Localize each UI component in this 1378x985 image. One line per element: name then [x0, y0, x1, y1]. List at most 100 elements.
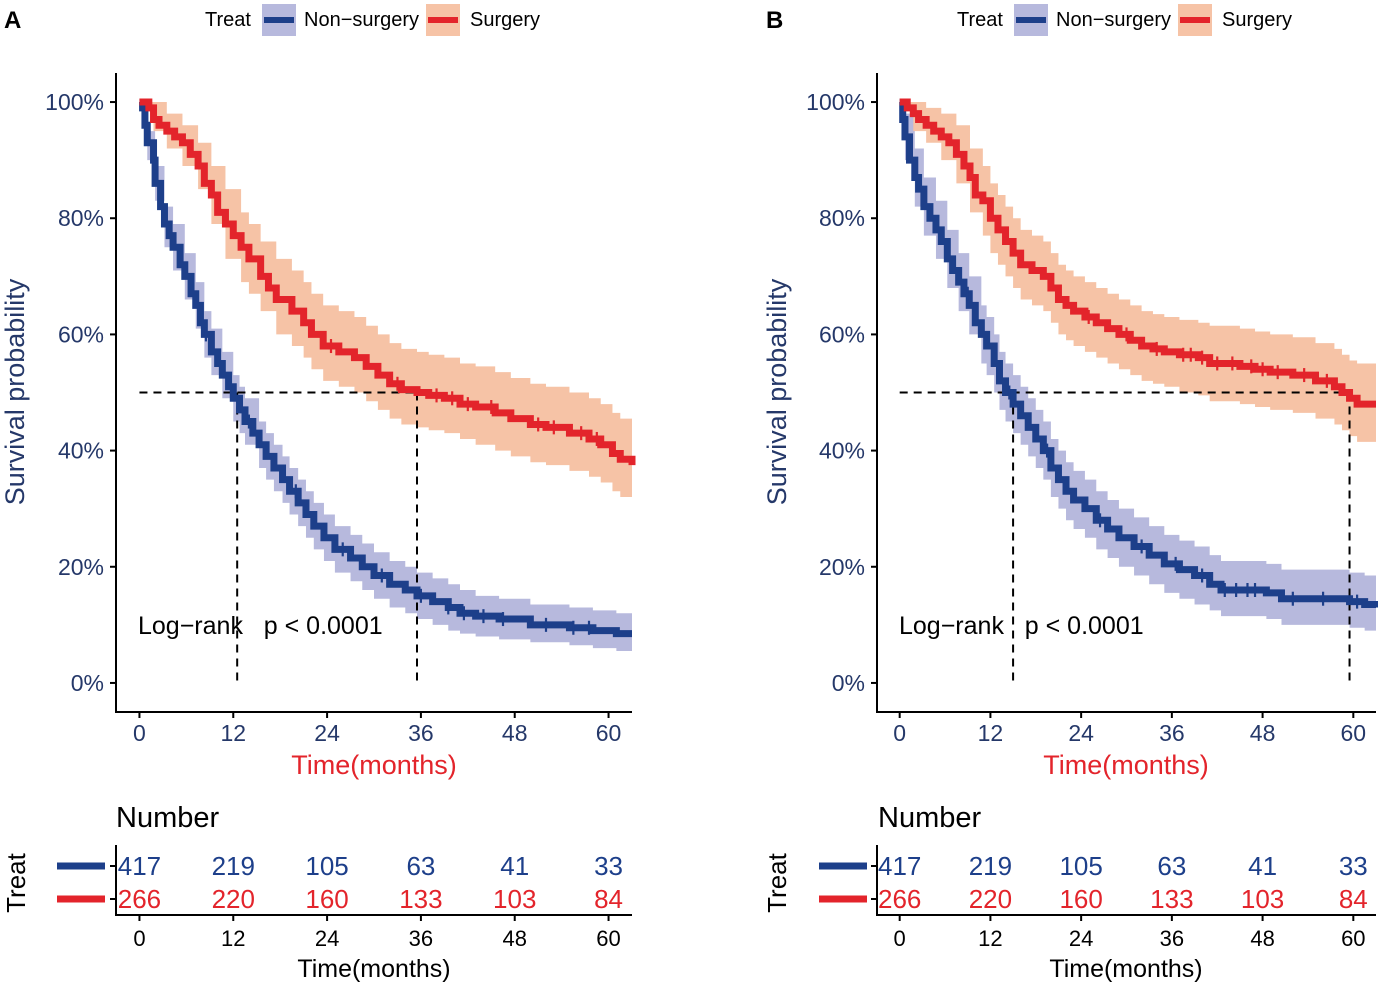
risk-count-nonsurgery: 41 [500, 851, 529, 881]
ci-band-nonsurgery [899, 102, 1376, 634]
y-tick-label: 40% [819, 438, 865, 464]
risk-count-surgery: 220 [969, 884, 1012, 914]
x-tick-label: 12 [978, 720, 1004, 746]
risk-count-surgery: 266 [878, 884, 921, 914]
risk-x-tick-label: 24 [315, 926, 339, 951]
legend-title: Treat [957, 9, 1003, 31]
legend-entry-surgery: Surgery [1222, 9, 1292, 31]
x-tick-label: 36 [408, 720, 434, 746]
risk-count-nonsurgery: 41 [1248, 851, 1277, 881]
panel-b: B Treat Non−surgery Surgery Survival pro… [762, 4, 1378, 983]
ci-band-nonsurgery [139, 102, 632, 654]
x-tick-label: 0 [133, 720, 146, 746]
legend-entry-surgery: Surgery [470, 9, 540, 31]
x-axis-title: Time(months) [291, 750, 457, 780]
y-tick-label: 40% [58, 438, 104, 464]
risk-count-surgery: 220 [212, 884, 255, 914]
survival-plot: 0% 20% 40% 60% 80% 100% 0 12 24 36 48 60 [806, 73, 1378, 746]
risk-x-tick-label: 0 [133, 926, 145, 951]
risk-table-ylabel: Treat [1, 852, 31, 912]
risk-table-numbers: 417 219 105 63 41 33 266 220 160 133 103 84 [118, 851, 623, 914]
panel-a: A Treat Non−surgery Surgery Survival pro… [0, 4, 636, 983]
risk-x-tick-label: 60 [1341, 926, 1365, 951]
risk-x-tick-label: 12 [978, 926, 1002, 951]
x-tick-label: 48 [502, 720, 528, 746]
legend-entry-nonsurgery: Non−surgery [304, 9, 419, 31]
risk-count-nonsurgery: 105 [1059, 851, 1102, 881]
panel-label: A [4, 7, 21, 34]
risk-count-surgery: 103 [1241, 884, 1284, 914]
survival-plot: 0% 20% 40% 60% 80% 100% 0 12 24 36 48 60 [45, 73, 636, 746]
risk-count-surgery: 133 [399, 884, 442, 914]
y-tick-label: 100% [45, 89, 104, 115]
ci-band-surgery [899, 102, 1376, 445]
risk-table-xlabel: Time(months) [297, 955, 450, 983]
risk-count-surgery: 160 [1059, 884, 1102, 914]
risk-table-numbers: 417 219 105 63 41 33 266 220 160 133 103 84 [878, 851, 1368, 914]
risk-table: Number Treat 0 12 24 36 48 60 417 219 105 63 41 33… [762, 802, 1376, 983]
x-tick-label: 36 [1159, 720, 1185, 746]
risk-count-nonsurgery: 219 [212, 851, 255, 881]
survival-curve-surgery [139, 98, 636, 466]
legend: Treat Non−surgery Surgery [957, 4, 1292, 36]
y-tick-label: 0% [832, 670, 865, 696]
legend: Treat Non−surgery Surgery [205, 4, 540, 36]
x-tick-label: 60 [596, 720, 622, 746]
risk-count-nonsurgery: 105 [305, 851, 348, 881]
x-tick-label: 0 [893, 720, 906, 746]
y-tick-label: 100% [806, 89, 865, 115]
y-tick-label: 60% [819, 321, 865, 347]
risk-x-tick-label: 36 [1160, 926, 1184, 951]
y-axis-title: Survival probability [0, 278, 30, 505]
risk-x-tick-label: 48 [502, 926, 526, 951]
logrank-annotation: Log−rank p < 0.0001 [899, 612, 1144, 640]
risk-table-axis: 0 12 24 36 48 60 [871, 845, 1376, 951]
y-tick-label: 20% [58, 554, 104, 580]
ci-band-surgery [139, 102, 632, 506]
risk-table-ylabel: Treat [762, 852, 792, 912]
y-tick-label: 60% [58, 321, 104, 347]
risk-count-nonsurgery: 417 [118, 851, 161, 881]
x-tick-label: 60 [1341, 720, 1367, 746]
x-axis-title: Time(months) [1043, 750, 1209, 780]
risk-count-surgery: 266 [118, 884, 161, 914]
x-tick-label: 24 [1068, 720, 1094, 746]
x-tick-label: 24 [314, 720, 340, 746]
risk-count-surgery: 103 [493, 884, 536, 914]
risk-table: Number Treat 0 12 24 36 48 60 417 219 105 63 41 33… [1, 802, 632, 983]
risk-count-surgery: 84 [594, 884, 623, 914]
risk-table-axis: 0 12 24 36 48 60 [110, 845, 632, 951]
y-axis-title: Survival probability [762, 278, 792, 505]
risk-count-surgery: 84 [1339, 884, 1368, 914]
logrank-annotation: Log−rank p < 0.0001 [138, 612, 383, 640]
risk-count-nonsurgery: 33 [594, 851, 623, 881]
y-tick-label: 80% [58, 205, 104, 231]
risk-count-nonsurgery: 417 [878, 851, 921, 881]
x-tick-label: 12 [220, 720, 246, 746]
risk-count-surgery: 133 [1150, 884, 1193, 914]
risk-x-tick-label: 0 [894, 926, 906, 951]
risk-count-nonsurgery: 63 [1157, 851, 1186, 881]
risk-x-tick-label: 48 [1250, 926, 1274, 951]
risk-x-tick-label: 60 [596, 926, 620, 951]
risk-count-nonsurgery: 63 [406, 851, 435, 881]
survival-curve-nonsurgery [899, 98, 1378, 609]
panel-label: B [766, 7, 783, 34]
legend-entry-nonsurgery: Non−surgery [1056, 9, 1171, 31]
legend-title: Treat [205, 9, 251, 31]
survival-curve-nonsurgery [139, 98, 632, 638]
y-tick-label: 0% [71, 670, 104, 696]
x-tick-label: 48 [1250, 720, 1276, 746]
risk-count-nonsurgery: 219 [969, 851, 1012, 881]
risk-table-title: Number [878, 802, 981, 834]
y-tick-label: 20% [819, 554, 865, 580]
risk-x-tick-label: 24 [1069, 926, 1093, 951]
risk-x-tick-label: 36 [409, 926, 433, 951]
risk-table-xlabel: Time(months) [1049, 955, 1202, 983]
survival-curve-surgery [899, 98, 1376, 408]
y-tick-label: 80% [819, 205, 865, 231]
risk-count-nonsurgery: 33 [1339, 851, 1368, 881]
risk-table-title: Number [116, 802, 219, 834]
risk-x-tick-label: 12 [221, 926, 245, 951]
